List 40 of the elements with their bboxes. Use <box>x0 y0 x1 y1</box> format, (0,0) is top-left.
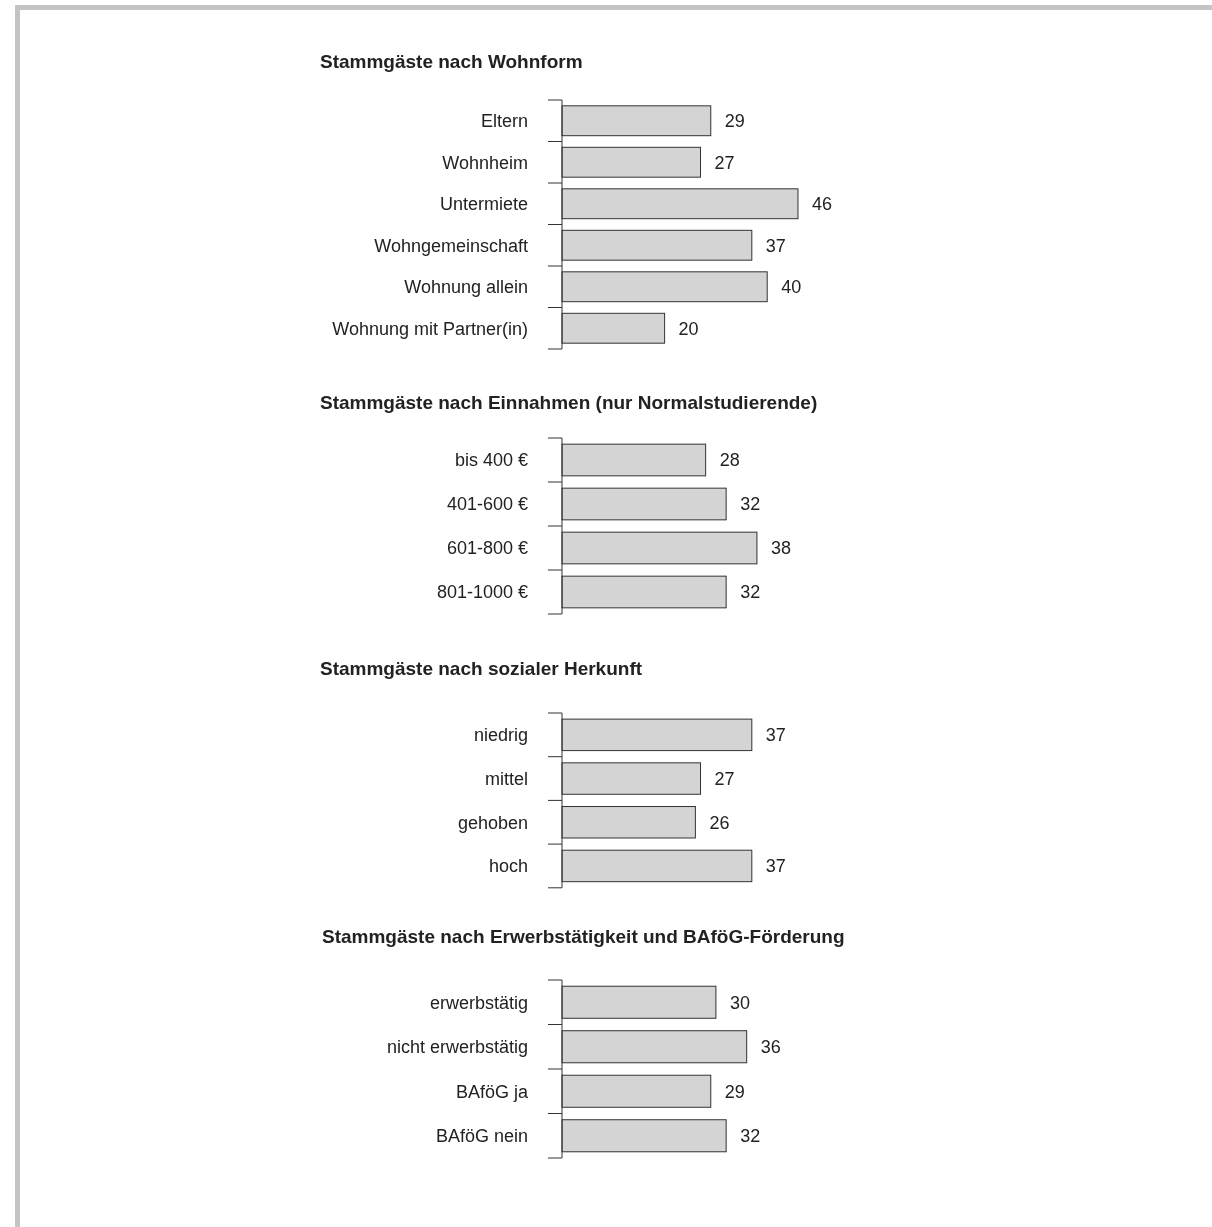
data-label: 37 <box>765 725 786 746</box>
y-tick-label: mittel <box>484 768 528 789</box>
data-label: 38 <box>770 538 791 559</box>
chart-title: Stammgäste nach Wohnform <box>320 51 583 72</box>
data-label: 29 <box>724 1081 745 1102</box>
y-tick-label: BAföG ja <box>455 1081 529 1102</box>
data-label: 26 <box>709 812 730 833</box>
data-label: 32 <box>740 494 761 515</box>
y-tick-label: hoch <box>488 856 528 877</box>
y-tick-label: Wohnung allein <box>404 277 528 298</box>
chart-title: Stammgäste nach Einnahmen (nur Normalstudierende) <box>320 392 818 413</box>
y-tick-label: Wohngemeinschaft <box>374 235 528 256</box>
data-label: 20 <box>678 318 699 339</box>
y-tick-label: 401-600 € <box>446 494 528 515</box>
y-tick-label: Untermiete <box>439 194 528 215</box>
data-label: 40 <box>781 277 802 298</box>
y-tick-label: 601-800 € <box>446 538 528 559</box>
y-tick-label: BAföG nein <box>435 1126 528 1147</box>
data-label: 29 <box>724 111 745 132</box>
y-tick-label: erwerbstätig <box>429 992 528 1013</box>
y-tick-label: gehoben <box>457 812 528 833</box>
data-label: 36 <box>760 1037 781 1058</box>
y-tick-label: niedrig <box>473 725 528 746</box>
y-tick-label: Wohnung mit Partner(in) <box>332 318 528 339</box>
y-tick-label: 801-1000 € <box>436 582 528 603</box>
data-label: 37 <box>765 856 786 877</box>
data-label: 37 <box>765 235 786 256</box>
data-label: 32 <box>740 582 761 603</box>
y-tick-label: nicht erwerbstätig <box>386 1037 528 1058</box>
chart-title: Stammgäste nach Erwerbstätigkeit und BAföG-Förderung <box>322 926 845 947</box>
y-tick-label: Wohnheim <box>442 152 528 173</box>
chart-title: Stammgäste nach sozialer Herkunft <box>320 658 643 679</box>
data-label: 30 <box>729 992 750 1013</box>
data-label: 27 <box>714 768 735 789</box>
data-label: 27 <box>714 152 735 173</box>
data-label: 28 <box>719 450 740 471</box>
y-tick-label: bis 400 € <box>454 450 528 471</box>
data-label: 32 <box>740 1126 761 1147</box>
data-label: 46 <box>811 194 833 215</box>
y-tick-label: Eltern <box>480 111 528 132</box>
